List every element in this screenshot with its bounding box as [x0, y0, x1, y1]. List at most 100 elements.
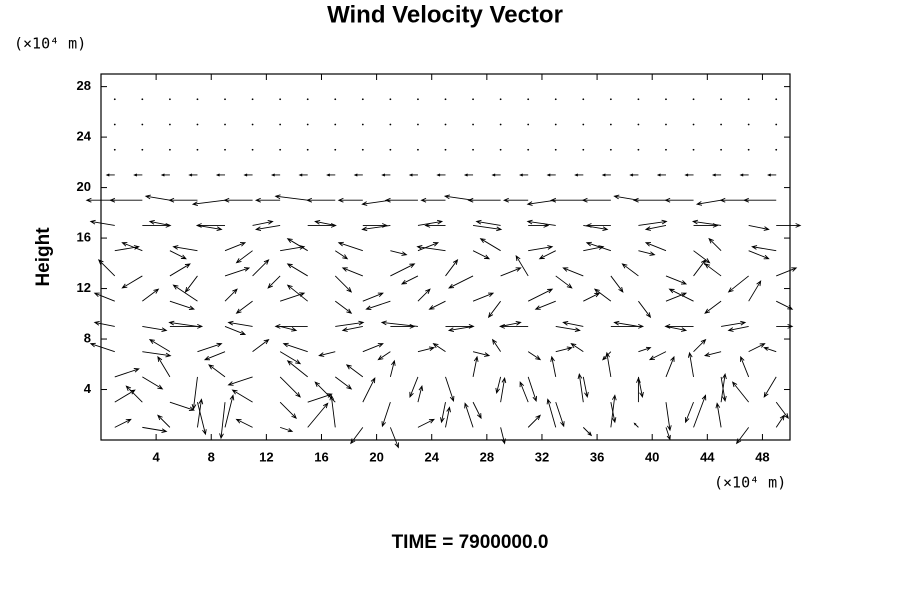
vector-dot [747, 148, 750, 151]
wind-vector [776, 324, 794, 329]
wind-vector [172, 284, 198, 302]
vector-dot [747, 98, 750, 101]
wind-vector [638, 300, 652, 319]
vector-dot [196, 123, 199, 126]
wind-vector [447, 325, 474, 333]
wind-vector [389, 427, 399, 449]
wind-vector [550, 197, 584, 203]
vector-dot [665, 123, 667, 126]
wind-vector [555, 325, 581, 333]
wind-vector [546, 173, 556, 177]
wind-vector [445, 324, 475, 329]
vector-dot [444, 123, 447, 126]
wind-vector [334, 376, 353, 390]
wind-vector [345, 364, 364, 378]
wind-vector [503, 197, 529, 203]
wind-vector [538, 250, 556, 260]
wind-vector [160, 173, 170, 177]
wind-vector [527, 351, 542, 361]
vector-dot [224, 98, 226, 101]
vector-dot [609, 148, 612, 151]
wind-vector [472, 225, 503, 232]
wind-vector [472, 250, 491, 260]
wind-vector [252, 220, 274, 226]
wind-vector [197, 225, 223, 232]
wind-vector [390, 250, 408, 256]
wind-vector [314, 381, 336, 403]
wind-vector [169, 300, 195, 311]
wind-vector [188, 173, 198, 177]
wind-vector [235, 300, 253, 314]
wind-vector [735, 427, 750, 445]
wind-vector [362, 292, 384, 302]
wind-vector [582, 427, 593, 437]
wind-vector [743, 197, 777, 203]
wind-vector [184, 275, 198, 293]
vector-dot [196, 148, 199, 151]
wind-vector [638, 346, 652, 353]
vector-dot [720, 123, 722, 126]
wind-vector [479, 238, 501, 252]
wind-vector [602, 351, 612, 361]
wind-vector [585, 223, 611, 228]
wind-vector [665, 402, 672, 432]
wind-vector [495, 376, 502, 395]
chart-title: Wind Velocity Vector [327, 1, 563, 28]
wind-vector [721, 320, 747, 327]
wind-vector [142, 426, 168, 433]
wind-vector [334, 275, 353, 293]
wind-vector [720, 376, 727, 403]
wind-vector [318, 351, 336, 357]
wind-vector [89, 219, 115, 226]
wind-vector [440, 402, 446, 424]
wind-vector [574, 173, 584, 177]
wind-vector [208, 364, 226, 378]
wind-vector [665, 325, 688, 332]
wind-vector [748, 250, 770, 260]
x-tick-label: 40 [645, 449, 659, 464]
wind-vector [443, 194, 474, 201]
wind-vector [252, 338, 270, 353]
wind-vector [664, 197, 694, 203]
wind-vector [286, 263, 308, 277]
wind-vector [235, 418, 253, 428]
wind-vector [224, 394, 235, 428]
wind-vector [365, 300, 391, 311]
vector-dot [279, 98, 282, 101]
wind-vector [416, 244, 446, 252]
wind-vector [219, 402, 226, 440]
wind-vector [307, 402, 329, 428]
wind-vector [585, 241, 612, 252]
x-tick-label: 36 [590, 449, 604, 464]
wind-vector [613, 320, 639, 327]
vector-dot [637, 123, 640, 126]
wind-vector [329, 394, 336, 428]
x-tick-label: 20 [369, 449, 383, 464]
wind-vector [739, 173, 749, 177]
wind-vector [583, 292, 601, 302]
wind-vector [420, 197, 446, 203]
wind-vector [417, 385, 424, 403]
wind-vector [121, 275, 143, 289]
wind-vector [467, 197, 501, 203]
wind-vector [350, 427, 364, 445]
vector-dot [279, 123, 282, 126]
vector-dot [169, 123, 171, 126]
vector-dot [499, 148, 502, 151]
wind-vector [708, 237, 722, 252]
wind-vector [491, 338, 501, 352]
wind-vector [255, 225, 281, 232]
wind-vector [740, 355, 750, 378]
wind-vector [334, 300, 353, 314]
wind-vector [243, 173, 253, 177]
wind-vector [593, 288, 612, 302]
wind-vector [195, 223, 226, 228]
wind-vector [335, 250, 349, 260]
wind-vector [377, 351, 391, 361]
y-tick-label: 8 [84, 330, 91, 345]
wind-vector [224, 242, 247, 252]
wind-vector [381, 401, 391, 428]
vector-dot [554, 123, 557, 126]
wind-vector [144, 194, 170, 201]
wind-vector [125, 385, 143, 403]
